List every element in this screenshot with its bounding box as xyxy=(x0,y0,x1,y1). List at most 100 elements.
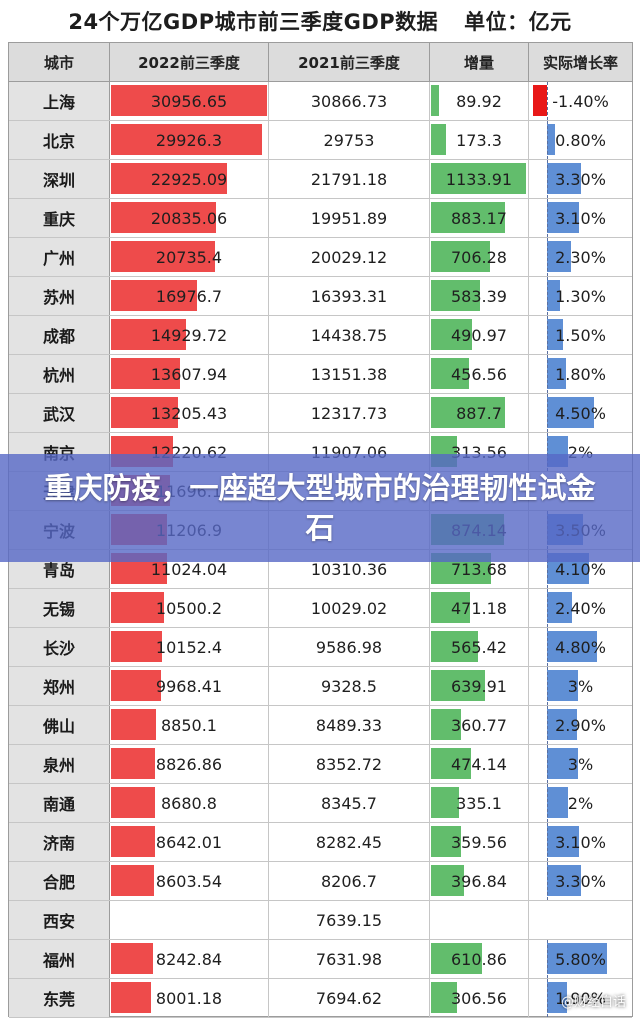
gdp-2022-cell-value: 10152.4 xyxy=(155,637,223,657)
growth-cell: 3.10% xyxy=(529,823,632,861)
gdp-2022-cell: 20835.06 xyxy=(110,199,269,237)
growth-zero-axis xyxy=(547,316,548,354)
gdp-2022-cell: 16976.7 xyxy=(110,277,269,315)
increment-cell-bar xyxy=(431,943,483,974)
growth-cell xyxy=(529,901,632,939)
growth-cell-value: 3.10% xyxy=(555,208,606,228)
gdp-2022-cell-bar xyxy=(111,709,156,740)
growth-cell-bar xyxy=(547,202,580,233)
city-cell: 苏州 xyxy=(9,277,110,315)
table-row: 泉州 8826.86 8352.72 474.14 3% xyxy=(9,745,632,784)
growth-cell: 2.40% xyxy=(529,589,632,627)
gdp-2022-cell-bar xyxy=(111,982,152,1013)
gdp-2021-cell: 20029.12 xyxy=(269,238,430,276)
city-cell: 济南 xyxy=(9,823,110,861)
growth-zero-axis xyxy=(547,199,548,237)
increment-cell-bar xyxy=(431,631,479,662)
increment-cell-bar xyxy=(431,748,471,779)
table-row: 长沙 10152.4 9586.98 565.42 4.80% xyxy=(9,628,632,667)
growth-cell-value: 3.10% xyxy=(555,832,606,852)
gdp-2022-cell: 8826.86 xyxy=(110,745,269,783)
gdp-2022-cell-bar xyxy=(111,163,227,194)
table-row: 济南 8642.01 8282.45 359.56 3.10% xyxy=(9,823,632,862)
header-gdp-2021: 2021前三季度 xyxy=(269,43,430,81)
increment-cell: 639.91 xyxy=(430,667,529,705)
gdp-2021-cell-value: 8352.72 xyxy=(315,754,383,774)
gdp-2022-cell-bar xyxy=(111,865,155,896)
table-row: 青岛 11024.04 10310.36 713.68 4.10% xyxy=(9,550,632,589)
growth-zero-axis xyxy=(547,784,548,822)
increment-cell-value: 490.97 xyxy=(451,325,507,345)
growth-cell: 1.80% xyxy=(529,355,632,393)
gdp-2022-cell: 8642.01 xyxy=(110,823,269,861)
increment-cell-value: 471.18 xyxy=(451,598,507,618)
increment-cell-value: 89.92 xyxy=(456,91,502,111)
increment-cell-value: 583.39 xyxy=(451,286,507,306)
increment-cell-value: 1133.91 xyxy=(445,169,513,189)
gdp-2022-cell-bar xyxy=(111,280,197,311)
increment-cell-value: 173.3 xyxy=(456,130,502,150)
increment-cell-value: 359.56 xyxy=(451,832,507,852)
increment-cell-bar xyxy=(431,592,471,623)
increment-cell-bar xyxy=(431,865,465,896)
gdp-2021-cell: 30866.73 xyxy=(269,82,430,120)
gdp-2022-cell-value: 8680.8 xyxy=(161,793,217,813)
increment-cell-value: 360.77 xyxy=(451,715,507,735)
gdp-2022-cell-value: 8603.54 xyxy=(155,871,223,891)
city-cell: 深圳 xyxy=(9,160,110,198)
growth-cell: 4.80% xyxy=(529,628,632,666)
gdp-2021-cell-value: 8282.45 xyxy=(315,832,383,852)
gdp-2021-cell: 29753 xyxy=(269,121,430,159)
increment-cell: 490.97 xyxy=(430,316,529,354)
table-row: 无锡 10500.2 10029.02 471.18 2.40% xyxy=(9,589,632,628)
growth-zero-axis xyxy=(547,745,548,783)
increment-cell: 1133.91 xyxy=(430,160,529,198)
growth-cell-value: 2% xyxy=(567,793,594,813)
growth-cell-bar xyxy=(532,85,547,116)
gdp-2021-cell: 21791.18 xyxy=(269,160,430,198)
increment-cell-value: 610.86 xyxy=(451,949,507,969)
gdp-2021-cell: 19951.89 xyxy=(269,199,430,237)
growth-cell: 3.30% xyxy=(529,160,632,198)
growth-cell-value: 2.40% xyxy=(555,598,606,618)
growth-zero-axis xyxy=(547,940,548,978)
city-cell: 北京 xyxy=(9,121,110,159)
city-cell: 重庆 xyxy=(9,199,110,237)
gdp-2021-cell-value: 19951.89 xyxy=(310,208,388,228)
growth-zero-axis xyxy=(547,862,548,900)
growth-cell: 5.80% xyxy=(529,940,632,978)
increment-cell-bar xyxy=(431,319,473,350)
increment-cell-bar xyxy=(431,85,439,116)
gdp-2021-cell: 12317.73 xyxy=(269,394,430,432)
watermark: @财经自话 xyxy=(561,991,626,1010)
gdp-2022-cell: 8680.8 xyxy=(110,784,269,822)
growth-zero-axis xyxy=(547,628,548,666)
gdp-2022-cell xyxy=(110,901,269,939)
gdp-2022-cell-bar xyxy=(111,319,187,350)
table-row: 杭州 13607.94 13151.38 456.56 1.80% xyxy=(9,355,632,394)
increment-cell-value: 639.91 xyxy=(451,676,507,696)
gdp-2022-cell: 8242.84 xyxy=(110,940,269,978)
gdp-2022-cell-value: 13205.43 xyxy=(150,403,228,423)
article-title-banner[interactable]: 重庆防疫，一座超大型城市的治理韧性试金石 xyxy=(0,454,640,562)
gdp-2021-cell: 7694.62 xyxy=(269,979,430,1017)
increment-cell-value: 713.68 xyxy=(451,559,507,579)
gdp-2022-cell-bar xyxy=(111,787,155,818)
watermark-text: @财经自话 xyxy=(560,995,626,1010)
city-cell: 南通 xyxy=(9,784,110,822)
increment-cell-bar xyxy=(431,358,470,389)
increment-cell-bar xyxy=(431,670,485,701)
increment-cell: 335.1 xyxy=(430,784,529,822)
increment-cell-value: 396.84 xyxy=(451,871,507,891)
gdp-2022-cell-value: 8242.84 xyxy=(155,949,223,969)
increment-cell-value: 474.14 xyxy=(451,754,507,774)
gdp-2022-cell-value: 9968.41 xyxy=(155,676,223,696)
increment-cell-value: 565.42 xyxy=(451,637,507,657)
table-row: 苏州 16976.7 16393.31 583.39 1.30% xyxy=(9,277,632,316)
gdp-2022-cell: 13205.43 xyxy=(110,394,269,432)
increment-cell: 306.56 xyxy=(430,979,529,1017)
increment-cell: 474.14 xyxy=(430,745,529,783)
increment-cell-value: 306.56 xyxy=(451,988,507,1008)
growth-cell-bar xyxy=(547,943,607,974)
